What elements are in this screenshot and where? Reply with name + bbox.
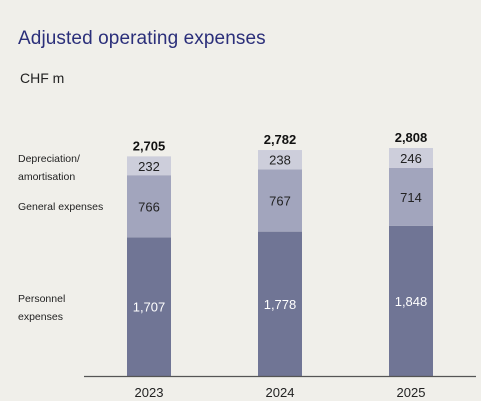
bar-segment-general-2024: [258, 169, 302, 232]
bar-segment-personnel-2024: [258, 231, 302, 376]
total-label-2025: 2,808: [395, 130, 428, 145]
value-label-general-2023: 766: [138, 199, 160, 214]
total-label-2023: 2,705: [133, 138, 166, 153]
value-label-personnel-2024: 1,778: [264, 297, 297, 312]
bar-segment-personnel-2023: [127, 237, 171, 376]
label-personnel-line-2: expenses: [18, 311, 63, 323]
bar-segment-depreciation-2024: [258, 150, 302, 170]
value-label-depreciation-2025: 246: [400, 151, 422, 166]
label-general-expenses: General expenses: [18, 201, 104, 213]
unit-label: CHF m: [20, 70, 65, 86]
value-label-personnel-2023: 1,707: [133, 300, 166, 315]
value-label-depreciation-2023: 232: [138, 159, 160, 174]
value-label-general-2025: 714: [400, 190, 422, 205]
x-tick-label-2023: 2023: [135, 385, 164, 400]
label-depreciation-line-2: amortisation: [18, 171, 76, 183]
x-tick-label-2024: 2024: [266, 385, 295, 400]
chart-title: Adjusted operating expenses: [18, 28, 266, 49]
x-tick-label-2025: 2025: [397, 385, 426, 400]
value-label-depreciation-2024: 238: [269, 153, 291, 168]
label-depreciation-line-1: Depreciation/: [18, 153, 80, 165]
bar-segment-personnel-2025: [389, 225, 433, 376]
bar-segment-depreciation-2023: [127, 156, 171, 176]
total-label-2024: 2,782: [264, 132, 297, 147]
label-personnel-expenses: Personnel expenses: [18, 290, 65, 326]
bar-segment-general-2023: [127, 175, 171, 238]
value-label-personnel-2025: 1,848: [395, 294, 428, 309]
bar-segment-depreciation-2025: [389, 148, 433, 168]
label-depreciation-amortisation: Depreciation/ amortisation: [18, 150, 80, 186]
value-label-general-2024: 767: [269, 193, 291, 208]
label-personnel-line-1: Personnel: [18, 293, 66, 305]
bar-segment-general-2025: [389, 167, 433, 226]
